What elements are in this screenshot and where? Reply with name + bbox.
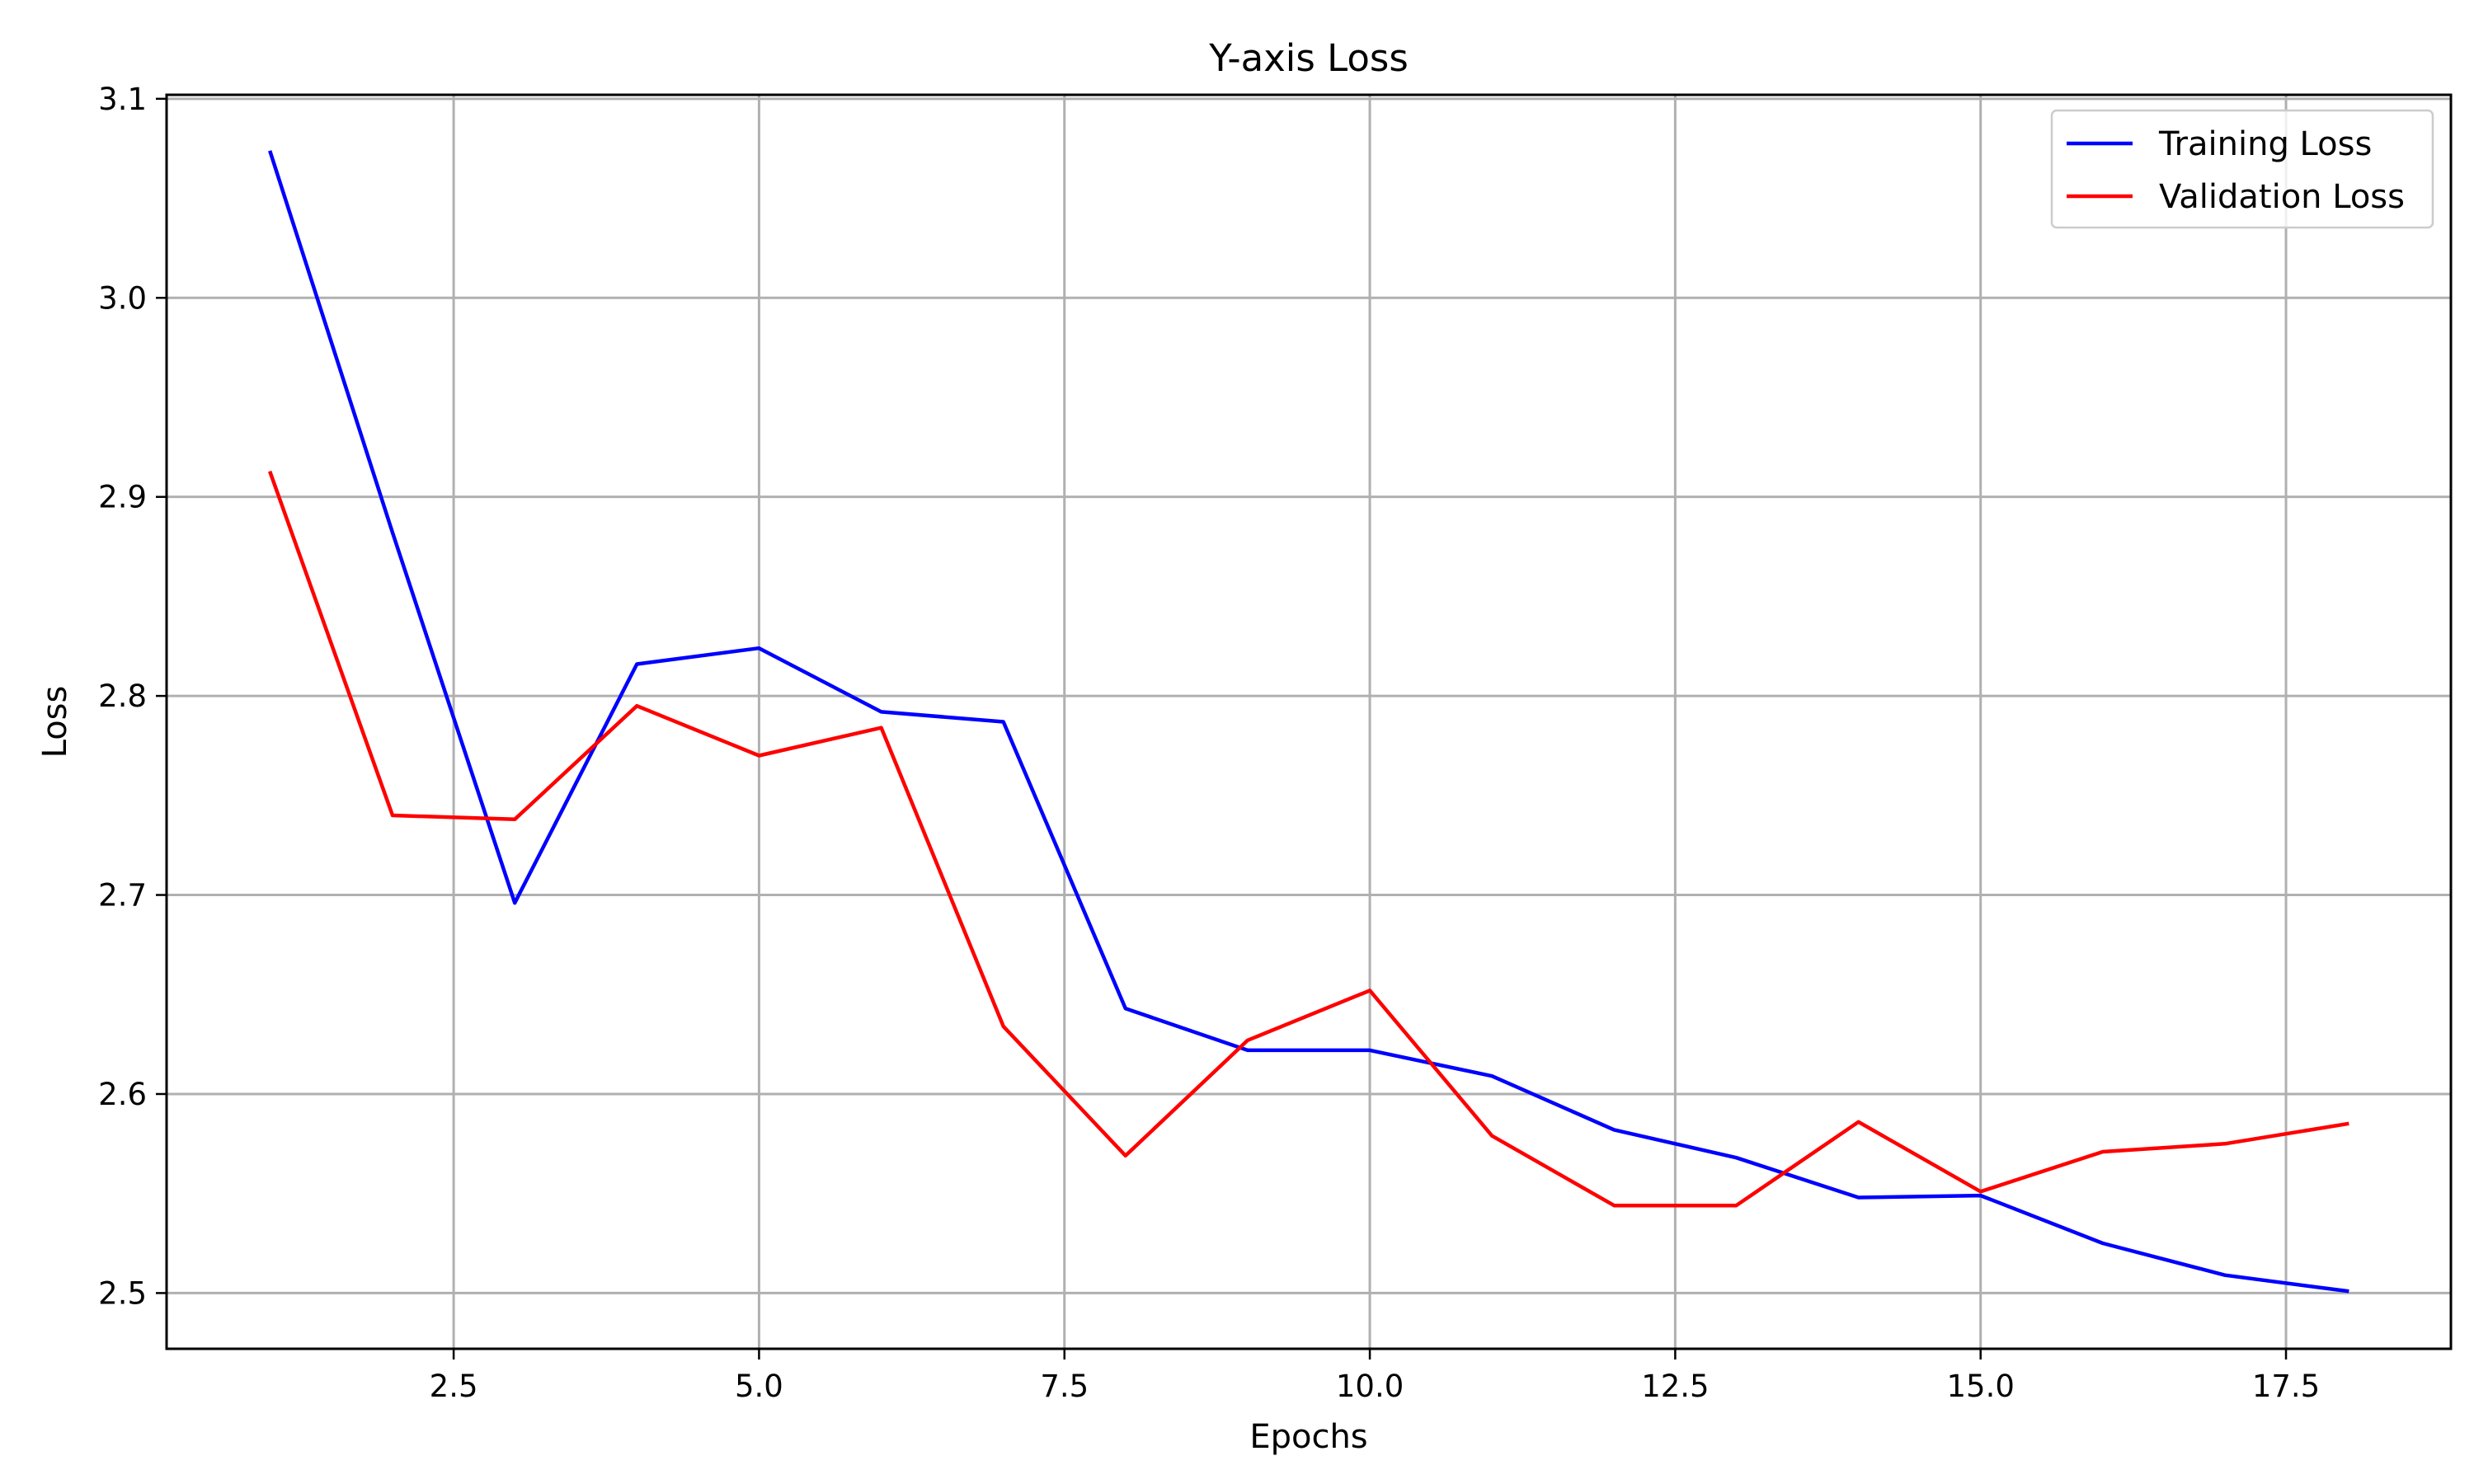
y-axis-label: Loss — [36, 686, 74, 758]
y-tick-label: 2.7 — [98, 878, 147, 913]
legend: Training Loss Validation Loss — [2050, 109, 2434, 229]
x-tick-label: 15.0 — [1947, 1369, 2015, 1404]
chart-title: Y-axis Loss — [1208, 36, 1409, 80]
x-tick-label: 7.5 — [1040, 1369, 1089, 1404]
x-tick-label: 2.5 — [430, 1369, 478, 1404]
legend-label-validation-loss: Validation Loss — [2159, 178, 2405, 216]
legend-label-training-loss: Training Loss — [2158, 125, 2372, 163]
x-tick-label: 5.0 — [735, 1369, 783, 1404]
series-line-validation-loss — [268, 470, 2349, 1208]
y-tick-label: 2.9 — [98, 480, 147, 515]
plot-frame — [165, 93, 2453, 1350]
x-tick-label: 10.0 — [1336, 1369, 1404, 1404]
y-tick-label: 2.8 — [98, 679, 147, 714]
legend-box — [2050, 109, 2434, 229]
y-tick-label: 3.0 — [98, 280, 147, 316]
x-axis-label: Epochs — [1249, 1418, 1367, 1456]
x-tick-label: 12.5 — [1641, 1369, 1709, 1404]
grid-layer — [167, 95, 2451, 1349]
tick-layer: 2.5 5.0 7.5 10.0 12.5 15.0 17.5 2.5 2.6 2.7 2.8 2.9… — [98, 82, 2320, 1404]
series-line-training-loss — [268, 150, 2349, 1294]
y-tick-label: 2.6 — [98, 1077, 147, 1112]
y-tick-label: 3.1 — [98, 82, 147, 117]
x-tick-label: 17.5 — [2252, 1369, 2320, 1404]
y-tick-label: 2.5 — [98, 1275, 147, 1311]
series-layer — [268, 150, 2349, 1294]
